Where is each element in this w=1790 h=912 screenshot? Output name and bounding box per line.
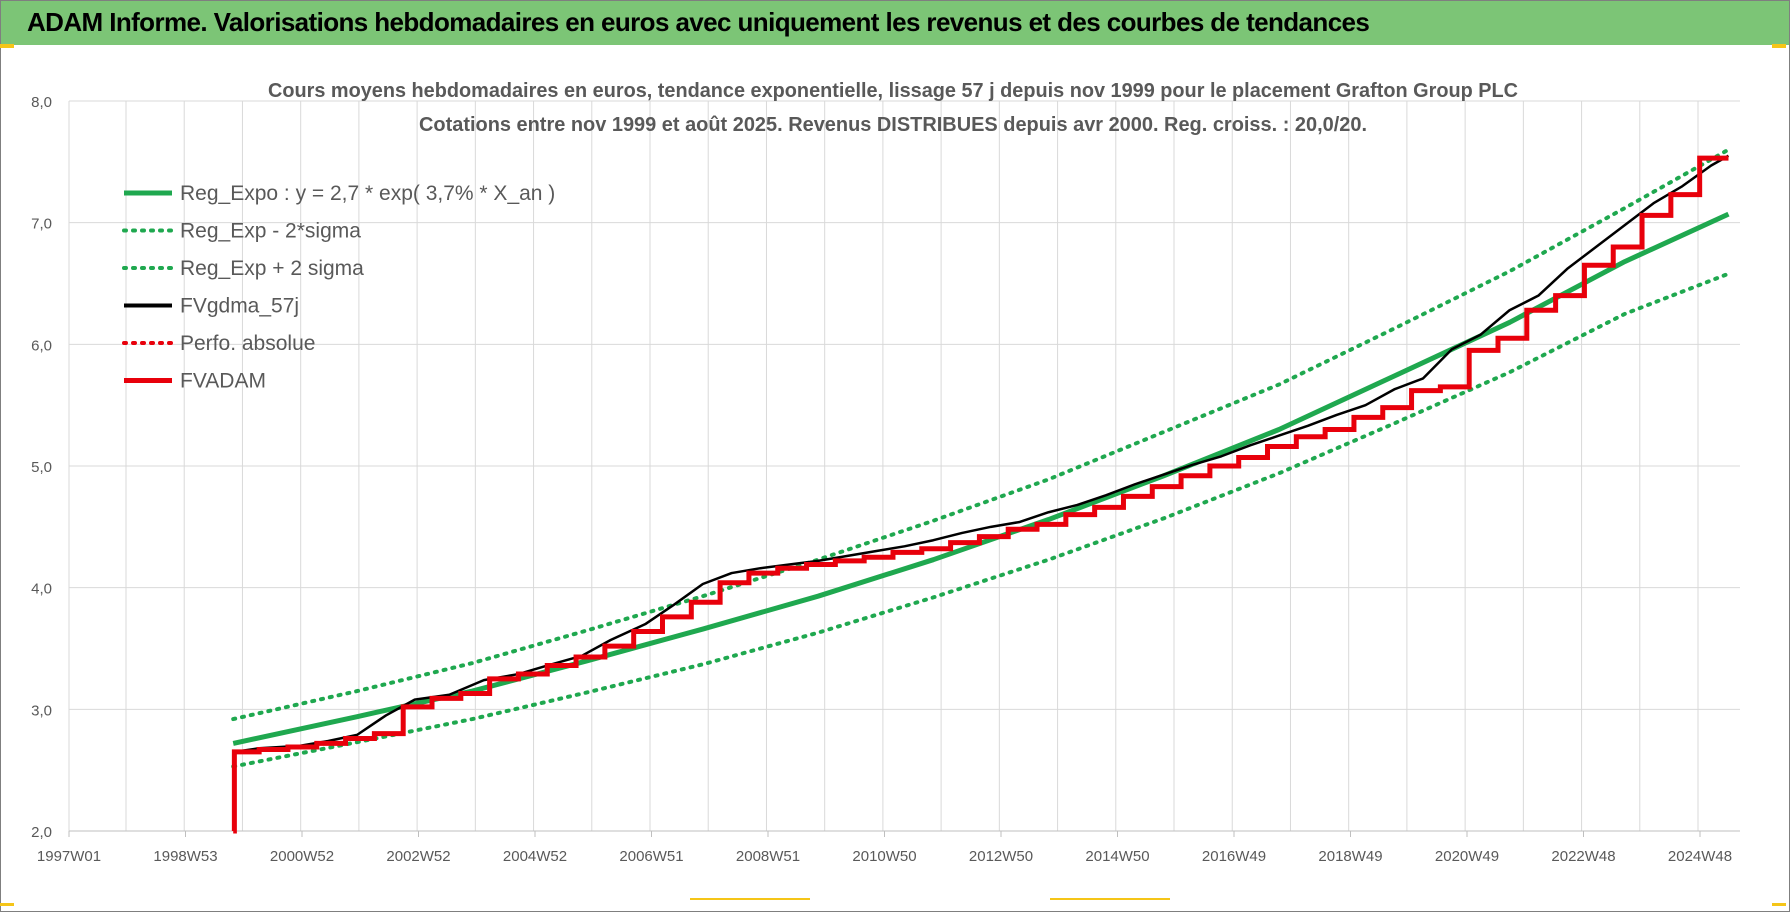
x-tick-label: 2004W52 xyxy=(503,848,567,865)
chart-subtitle: Cotations entre nov 1999 et août 2025. R… xyxy=(419,114,1367,136)
y-tick-label: 7,0 xyxy=(31,216,52,233)
bottom-marker-1 xyxy=(690,898,810,900)
y-tick-label: 6,0 xyxy=(31,337,52,354)
x-tick-label: 2010W50 xyxy=(852,848,916,865)
grid-lines xyxy=(68,100,1740,832)
legend-label-fvadam: FVADAM xyxy=(180,370,266,393)
corner-marker-top-right xyxy=(1772,44,1786,48)
y-tick-label: 8,0 xyxy=(31,94,52,111)
x-tick-label: 2022W48 xyxy=(1551,848,1615,865)
chart-title: Cours moyens hebdomadaires en euros, ten… xyxy=(268,80,1518,102)
x-tick-label: 2012W50 xyxy=(969,848,1033,865)
y-tick-label: 2,0 xyxy=(31,824,52,841)
x-tick-label: 2020W49 xyxy=(1435,848,1499,865)
x-tick-label: 1998W53 xyxy=(153,848,217,865)
x-tick-label: 2016W49 xyxy=(1202,848,1266,865)
x-tick-label: 2000W52 xyxy=(270,848,334,865)
y-tick-label: 3,0 xyxy=(31,702,52,719)
corner-marker-bottom-left xyxy=(0,903,14,906)
y-tick-label: 5,0 xyxy=(31,459,52,476)
x-tick-label: 2018W49 xyxy=(1318,848,1382,865)
series-reg-exp-minus-2sigma xyxy=(231,271,1731,769)
y-tick-label: 4,0 xyxy=(31,581,52,598)
x-tick-label: 2006W51 xyxy=(619,848,683,865)
series-reg-exp-plus-2sigma xyxy=(231,147,1731,722)
series-fvadam xyxy=(231,155,1729,834)
x-tick-label: 1997W01 xyxy=(37,848,101,865)
legend-label-reg-exp-plus-2sigma: Reg_Exp + 2 sigma xyxy=(180,257,364,280)
legend-label-reg-exp-minus-2sigma: Reg_Exp - 2*sigma xyxy=(180,220,361,243)
series-reg-expo xyxy=(232,211,1730,746)
banner-title: ADAM Informe. Valorisations hebdomadaire… xyxy=(27,7,1370,37)
x-tick-label: 2014W50 xyxy=(1085,848,1149,865)
corner-marker-top-left xyxy=(0,44,14,48)
legend: Reg_Expo : y = 2,7 * exp( 3,7% * X_an ) R… xyxy=(122,182,555,393)
x-tick-label: 2024W48 xyxy=(1668,848,1732,865)
banner: ADAM Informe. Valorisations hebdomadaire… xyxy=(1,1,1789,45)
x-axis: 1997W01 1998W53 2000W52 2002W52 2004W52 2006W… xyxy=(37,830,1740,865)
legend-label-perfo-absolue: Perfo. absolue xyxy=(180,332,315,355)
series-fvgdma-57j xyxy=(231,154,1730,832)
corner-marker-bottom-right xyxy=(1772,903,1786,906)
legend-label-fvgdma-57j: FVgdma_57j xyxy=(180,295,299,318)
y-axis: 2,0 3,0 4,0 5,0 6,0 7,0 8,0 xyxy=(31,94,52,841)
bottom-marker-2 xyxy=(1050,898,1170,900)
x-tick-label: 2008W51 xyxy=(736,848,800,865)
x-tick-label: 2002W52 xyxy=(386,848,450,865)
plot-area xyxy=(231,147,1731,834)
legend-label-reg-expo: Reg_Expo : y = 2,7 * exp( 3,7% * X_an ) xyxy=(180,182,555,205)
